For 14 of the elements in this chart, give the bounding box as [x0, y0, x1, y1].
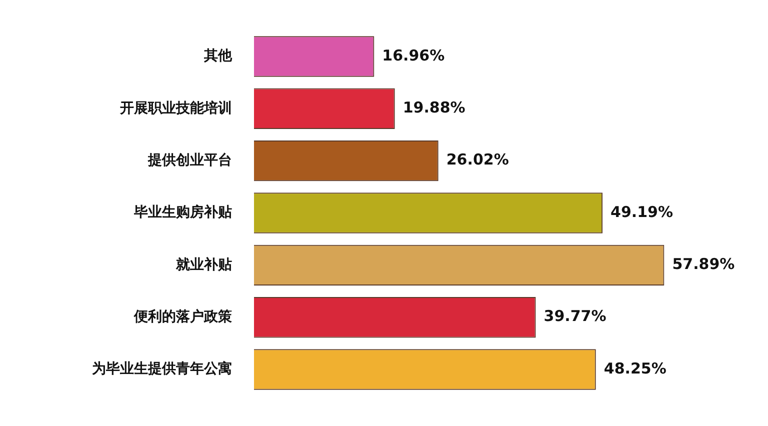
data-label: 48.25%	[604, 359, 666, 378]
data-label: 49.19%	[610, 202, 674, 221]
y-tick-label: 开展职业技能培训	[119, 99, 232, 116]
y-tick-label: 其他	[203, 48, 233, 64]
data-label: 39.77%	[544, 307, 606, 326]
y-tick-label: 便利的落户政策	[133, 308, 233, 325]
y-tick-label: 毕业生购房补贴	[133, 204, 232, 221]
data-label: 16.96%	[382, 46, 445, 64]
y-tick-label: 提供创业平台	[147, 152, 232, 168]
y-tick-label: 为毕业生提供青年公寓	[92, 360, 232, 378]
y-tick-label: 就业补贴	[175, 256, 232, 273]
data-label: 57.89%	[672, 255, 735, 274]
data-label: 26.02%	[446, 150, 509, 169]
data-label: 19.88%	[402, 98, 466, 117]
